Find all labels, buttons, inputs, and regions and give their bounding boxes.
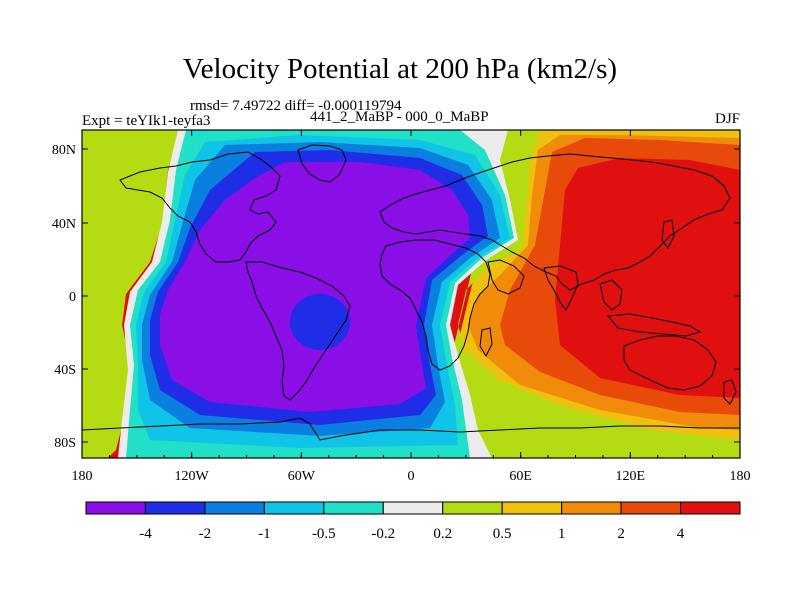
- tick-labels: 80N 40N 0 40S 80S 180 120W 60W 0 60E 120E 180: [52, 143, 751, 484]
- colorbar-swatch: [501, 501, 563, 515]
- colorbar-label: 0.2: [433, 526, 452, 542]
- expt-label: Expt = teYIk1-teyfa3: [82, 113, 211, 129]
- colorbar-swatch: [442, 501, 503, 515]
- coast-madagascar: [479, 327, 493, 358]
- colorbar-swatch: [620, 501, 682, 515]
- coast-new-zealand: [723, 379, 737, 405]
- colorbar-label: -1: [258, 526, 271, 542]
- band-east-02: [447, 130, 740, 458]
- colorbar-swatch: [323, 501, 384, 515]
- colorbar-label: 1: [558, 526, 566, 542]
- case-label: 441_2_MaBP - 000_0_MaBP: [310, 109, 489, 125]
- contour-field: [82, 130, 740, 458]
- x-tick-label: 60W: [288, 469, 316, 484]
- colorbar-swatch: [204, 501, 265, 515]
- colorbar-swatch: [561, 501, 622, 515]
- y-tick-label: 0: [69, 290, 76, 305]
- coast-arabia: [487, 259, 525, 295]
- coast-antarctica: [82, 417, 740, 441]
- colorbar-label: -2: [199, 526, 212, 542]
- coast-se-asia: [599, 279, 623, 311]
- colorbar-label: -0.5: [312, 526, 336, 542]
- tick-marks: [81, 130, 741, 458]
- colorbar-label: -0.2: [371, 526, 395, 542]
- band-west-02: [82, 130, 180, 458]
- coast-indonesia: [607, 313, 702, 337]
- x-tick-label: 120E: [616, 469, 646, 484]
- colorbar-swatch: [263, 501, 325, 515]
- x-tick-label: 0: [408, 469, 415, 484]
- colorbar-label: 0.5: [493, 526, 512, 542]
- x-tick-label: 120W: [175, 469, 210, 484]
- colorbar-label: 2: [617, 526, 625, 542]
- coast-australia: [623, 335, 717, 391]
- coast-greenland: [297, 144, 347, 183]
- coast-north-america: [119, 151, 281, 263]
- colorbar-label: 4: [677, 526, 685, 542]
- contour-minus-2-south-america: [290, 294, 350, 350]
- colorbar: -4 -2 -1 -0.5 -0.2 0.2 0.5 1 2 4: [85, 501, 741, 542]
- coast-japan: [661, 219, 675, 249]
- y-tick-label: 40N: [52, 217, 76, 232]
- coastlines: [82, 144, 740, 441]
- stats-label: rmsd= 7.49722 diff= -0.000119794: [190, 98, 402, 114]
- coast-europe-asia: [379, 153, 731, 291]
- y-tick-label: 80N: [52, 143, 76, 158]
- colorbar-swatch: [85, 501, 146, 515]
- x-tick-label: 180: [72, 469, 93, 484]
- plot-title: Velocity Potential at 200 hPa (km2/s): [182, 53, 618, 85]
- contour-minus-4: [160, 162, 470, 412]
- colorbar-swatch: [680, 501, 741, 515]
- coast-south-america: [245, 261, 351, 401]
- x-tick-label: 60E: [509, 469, 532, 484]
- colorbar-swatch: [382, 501, 444, 515]
- coast-africa: [379, 239, 491, 371]
- y-tick-label: 40S: [54, 363, 76, 378]
- colorbar-swatch: [144, 501, 206, 515]
- x-tick-label: 180: [730, 469, 751, 484]
- colorbar-label: -4: [139, 526, 152, 542]
- coast-india: [543, 265, 579, 311]
- y-tick-label: 80S: [54, 436, 76, 451]
- season-label: DJF: [714, 111, 740, 127]
